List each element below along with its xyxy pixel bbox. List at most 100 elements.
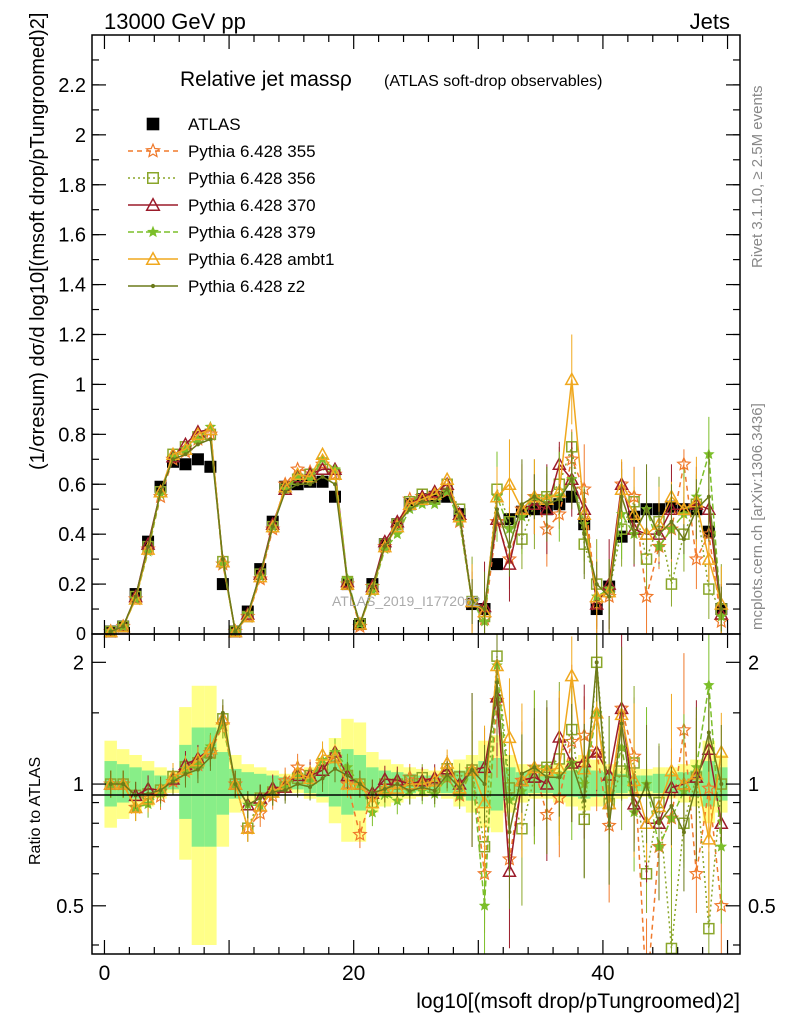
- data-point: [395, 782, 400, 787]
- data-point: [569, 761, 574, 766]
- data-point: [439, 471, 455, 486]
- data-point: [179, 458, 192, 471]
- data-point: [158, 788, 163, 793]
- data-point: [632, 810, 637, 815]
- data-point: [491, 558, 503, 571]
- ratio-line: [110, 662, 723, 835]
- data-point: [233, 629, 238, 634]
- data-point: [315, 446, 330, 461]
- data-point: [420, 499, 425, 504]
- data-point: [377, 539, 393, 553]
- ratio-ylabel: Ratio to ATLAS: [27, 757, 44, 865]
- data-point: [171, 457, 175, 462]
- data-point: [240, 820, 256, 834]
- data-point: [153, 484, 168, 498]
- ratio-line: [110, 665, 723, 906]
- data-point: [252, 569, 268, 583]
- band-green: [241, 772, 254, 795]
- data-point: [140, 541, 156, 555]
- data-point: [482, 782, 487, 787]
- legend-label: Pythia 6.428 ambt1: [188, 250, 334, 269]
- series-5: [103, 334, 729, 638]
- data-point: [519, 771, 524, 776]
- data-point: [220, 557, 225, 562]
- data-point: [208, 437, 213, 442]
- data-point: [340, 776, 355, 790]
- legend-label: Pythia 6.428 355: [188, 142, 316, 161]
- data-point: [507, 544, 512, 549]
- ratio-plot-frame: [91, 633, 741, 955]
- data-point: [632, 532, 637, 537]
- legend-entry: Pythia 6.428 z2: [128, 277, 305, 296]
- data-point: [478, 899, 491, 911]
- data-point: [507, 830, 512, 835]
- data-point: [390, 519, 405, 533]
- data-point: [203, 421, 218, 436]
- data-point: [345, 579, 350, 584]
- xtick-label: 0: [99, 962, 111, 985]
- main-series: [103, 334, 730, 639]
- data-point: [688, 865, 705, 881]
- ratio-ytick-label-left: 0.5: [56, 896, 84, 918]
- ratio-line: [110, 665, 723, 840]
- data-point: [669, 519, 674, 524]
- data-point: [183, 452, 188, 457]
- legend: ATLAS Pythia 6.428 355 Pythia 6.428 356 Pyt…: [128, 115, 334, 296]
- data-point: [420, 785, 425, 790]
- series-line: [110, 438, 723, 634]
- data-point: [582, 532, 587, 537]
- data-point: [694, 782, 699, 787]
- ratio-ytick-label-right: 1: [748, 774, 759, 796]
- data-point: [532, 494, 537, 499]
- data-point: [688, 551, 705, 566]
- ratio-series: [103, 634, 729, 954]
- data-point: [432, 499, 437, 504]
- data-point: [128, 799, 143, 814]
- data-point: [681, 537, 686, 542]
- data-point: [308, 784, 313, 789]
- data-point: [146, 117, 160, 131]
- data-point: [482, 607, 487, 612]
- data-point: [594, 660, 599, 665]
- ytick-label: 0.2: [58, 574, 86, 596]
- data-point: [619, 721, 624, 726]
- data-point: [703, 583, 715, 595]
- data-point: [457, 514, 462, 519]
- ytick-label: 1.8: [58, 175, 86, 197]
- legend-entry: Pythia 6.428 355: [128, 142, 316, 161]
- xtick-label: 20: [342, 962, 365, 985]
- ytick-label: 0.8: [58, 424, 86, 446]
- data-point: [108, 629, 113, 634]
- data-point: [144, 142, 162, 158]
- data-point: [719, 782, 724, 787]
- data-point: [382, 787, 387, 792]
- data-point: [245, 802, 250, 807]
- data-point: [158, 489, 163, 494]
- legend-label: Pythia 6.428 370: [188, 196, 316, 215]
- data-point: [195, 767, 200, 772]
- data-point: [327, 466, 343, 481]
- data-point: [619, 494, 624, 499]
- data-point: [171, 779, 175, 784]
- data-point: [432, 788, 437, 793]
- ytick-label: 2: [75, 125, 86, 147]
- band-green: [490, 757, 504, 811]
- data-point: [240, 608, 256, 623]
- axis-ticks: [92, 35, 740, 954]
- data-point: [290, 466, 305, 481]
- data-point: [333, 766, 337, 771]
- legend-entry: Pythia 6.428 ambt1: [128, 250, 334, 269]
- data-point: [564, 371, 580, 386]
- data-point: [470, 599, 475, 604]
- data-point: [333, 482, 337, 487]
- data-point: [564, 668, 580, 682]
- data-point: [703, 922, 715, 935]
- data-point: [701, 831, 717, 845]
- data-point: [220, 710, 225, 715]
- main-ylabel: (1/σresum) dσ/d log10[(msoft drop/pTungr…: [27, 13, 49, 470]
- data-point: [395, 522, 400, 527]
- data-point: [644, 507, 649, 512]
- series-line: [110, 379, 723, 634]
- data-point: [544, 775, 549, 780]
- data-point: [233, 782, 238, 787]
